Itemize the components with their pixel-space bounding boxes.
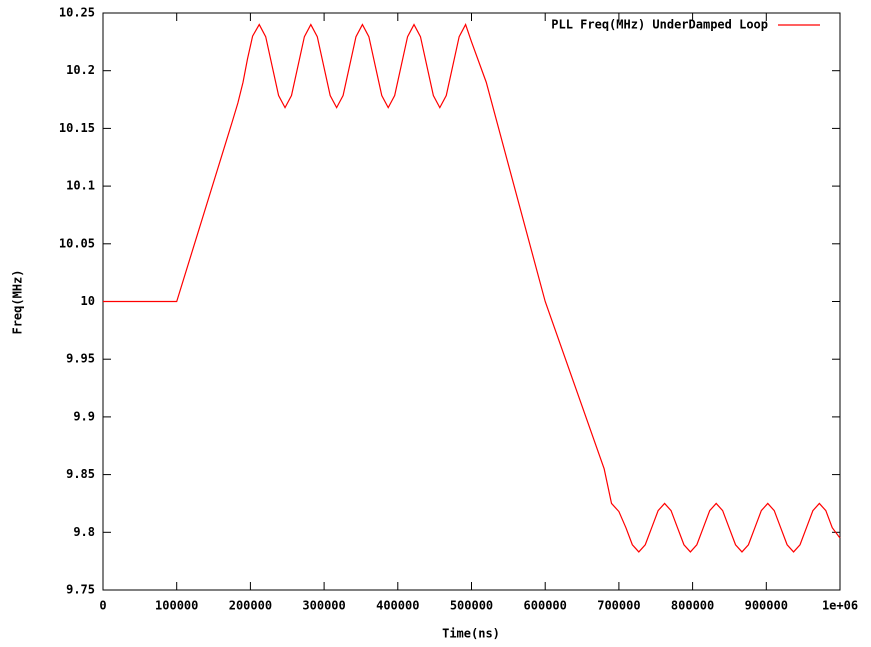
x-tick-label: 500000: [450, 599, 493, 613]
y-tick-label: 9.95: [66, 352, 95, 366]
y-tick-label: 9.8: [73, 525, 95, 539]
plot-border: [102, 12, 841, 591]
legend-label: PLL Freq(MHz) UnderDamped Loop: [551, 18, 768, 32]
y-tick-label: 9.75: [66, 583, 95, 597]
x-tick-label: 900000: [745, 599, 788, 613]
y-tick-label: 9.85: [66, 467, 95, 481]
y-tick-label: 10.1: [66, 179, 95, 193]
y-tick-label: 10.25: [59, 6, 95, 20]
x-tick-label: 600000: [524, 599, 567, 613]
x-tick-label: 400000: [376, 599, 419, 613]
x-tick-label: 1e+06: [822, 599, 858, 613]
y-tick-label: 10.2: [66, 63, 95, 77]
x-tick-label: 200000: [229, 599, 272, 613]
x-tick-label: 700000: [597, 599, 640, 613]
y-tick-label: 10.15: [59, 121, 95, 135]
y-axis-label: Freq(MHz): [11, 269, 25, 334]
x-tick-label: 0: [99, 599, 106, 613]
data-line: [103, 23, 841, 553]
y-tick-label: 10.05: [59, 236, 95, 250]
x-tick-label: 300000: [302, 599, 345, 613]
x-tick-label: 100000: [155, 599, 198, 613]
y-tick-label: 10: [81, 294, 95, 308]
x-axis-label: Time(ns): [442, 627, 500, 641]
y-tick-label: 9.9: [73, 409, 95, 423]
x-tick-label: 800000: [671, 599, 714, 613]
